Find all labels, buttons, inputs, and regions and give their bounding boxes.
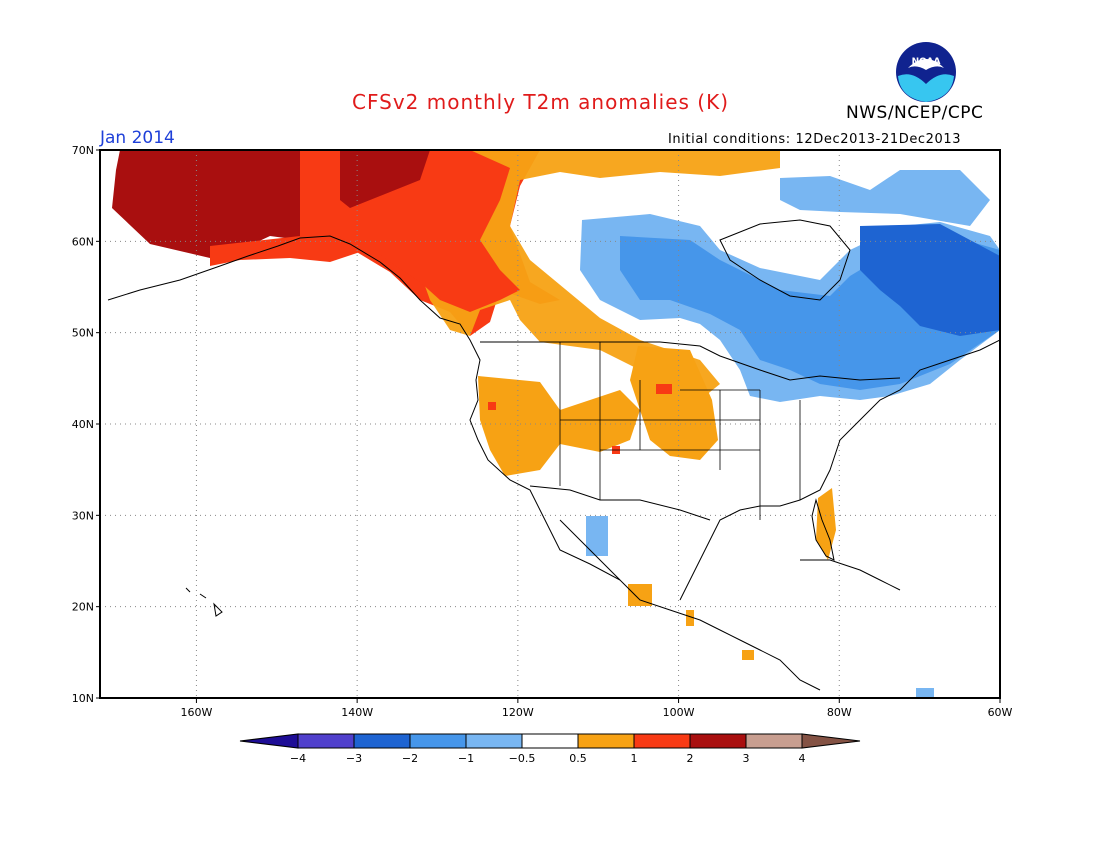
mexico-cool-patch <box>586 516 608 556</box>
quebec-strong-cool-region <box>860 224 1000 336</box>
lon-tick-label: 100W <box>663 706 695 719</box>
axis-labels: 160W 140W 120W 100W 80W 60W 70N 60N 50N 40N 30N 20N… <box>72 144 1013 719</box>
colorbar-level-label: −0.5 <box>509 752 536 765</box>
utah-warm-spot <box>612 446 620 454</box>
colorbar-bin <box>633 733 691 749</box>
lat-tick-label: 50N <box>72 327 94 340</box>
noaa-logo: NOAA <box>896 42 956 102</box>
colorbar-bin <box>465 733 523 749</box>
western-canada-warm-overlay <box>330 150 520 312</box>
graticule <box>100 150 1000 698</box>
anomaly-shading <box>112 150 1000 698</box>
coastlines <box>107 219 1000 691</box>
us-mexico-border <box>529 485 711 521</box>
central-canada-mild-cool-region <box>580 214 1000 402</box>
alaska-warm-band <box>210 236 360 266</box>
mexico-mild-warm-patch <box>628 584 652 606</box>
lat-tick-label: 10N <box>72 692 94 705</box>
central-america-mild-warm-patch-2 <box>686 610 694 626</box>
canada-mild-warm-region <box>420 150 780 400</box>
plains-warm-spot <box>656 384 672 394</box>
alaska-coastline <box>107 235 821 691</box>
florida-mild-warm-region <box>816 488 836 560</box>
colorbar-level-label: 0.5 <box>569 752 587 765</box>
florida-coastline <box>811 498 835 561</box>
colorbar-bin <box>689 733 747 749</box>
arctic-islands-cool-region <box>780 170 990 226</box>
lon-tick-label: 160W <box>180 706 212 719</box>
colorbar-max-arrow <box>801 733 861 749</box>
yukon-strong-warm-region <box>340 150 440 210</box>
colorbar-level-label: 1 <box>631 752 638 765</box>
hawaii-islands <box>185 587 223 617</box>
plains-mild-warm-region <box>630 346 718 460</box>
colorbar-level-label: −1 <box>458 752 474 765</box>
central-america-mild-warm-patch <box>742 650 754 660</box>
lon-tick-label: 60W <box>988 706 1013 719</box>
lon-tick-label: 120W <box>502 706 534 719</box>
agency-label: NWS/NCEP/CPC <box>846 103 984 123</box>
lon-tick-label: 80W <box>827 706 852 719</box>
hudson-bay-coastline <box>719 219 851 301</box>
us-canada-border <box>480 341 901 381</box>
colorbar-level-label: 2 <box>687 752 694 765</box>
colorbar-bin <box>745 733 803 749</box>
initial-conditions: Initial conditions: 12Dec2013-21Dec2013 <box>668 132 962 147</box>
logo-text: NOAA <box>912 57 941 67</box>
map-title: CFSv2 monthly T2m anomalies (K) <box>352 90 729 114</box>
western-canada-warm-region <box>300 150 560 336</box>
state-borders <box>559 342 801 520</box>
colorbar-level-label: −3 <box>346 752 362 765</box>
colorbar-level-label: −2 <box>402 752 418 765</box>
colorbar-bin <box>297 733 355 749</box>
yukon-strong-warm-overlay <box>340 150 430 208</box>
alaska-strong-warm-region <box>112 150 340 258</box>
gulf-coastline <box>559 339 1000 601</box>
hudson-bay-cool-region <box>620 236 1000 390</box>
lat-tick-label: 70N <box>72 144 94 157</box>
colorbar-bin <box>577 733 635 749</box>
cuba-coastline <box>800 559 901 591</box>
map-frame <box>99 149 1001 699</box>
forecast-month: Jan 2014 <box>100 128 175 148</box>
colorbar-bin <box>353 733 411 749</box>
lat-tick-label: 40N <box>72 418 94 431</box>
colorbar-level-label: −4 <box>290 752 306 765</box>
lat-tick-label: 30N <box>72 509 94 522</box>
lon-tick-label: 140W <box>341 706 373 719</box>
western-us-mild-warm-region <box>478 376 640 476</box>
colorbar-level-label: 3 <box>743 752 750 765</box>
colorbar-level-label: 4 <box>799 752 806 765</box>
colorbar-bin <box>521 733 579 749</box>
colorbar-bin <box>409 733 467 749</box>
california-warm-spot <box>488 402 496 410</box>
lat-tick-label: 20N <box>72 601 94 614</box>
colorbar-min-arrow <box>239 733 299 749</box>
lat-tick-label: 60N <box>72 235 94 248</box>
colorbar: −4 −3 −2 −1 −0.5 0.5 1 2 3 4 <box>239 733 861 765</box>
caribbean-cool-patch <box>916 688 934 698</box>
